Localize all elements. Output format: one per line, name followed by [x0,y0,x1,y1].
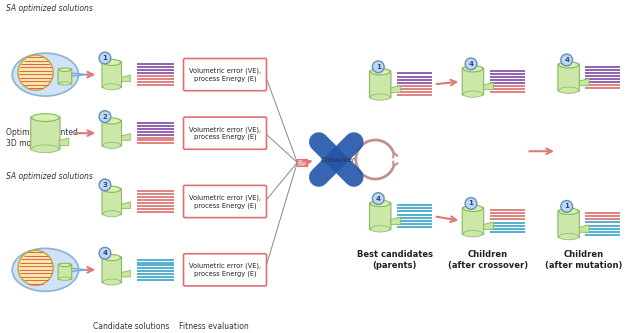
FancyBboxPatch shape [31,117,60,150]
FancyBboxPatch shape [558,64,579,91]
Ellipse shape [559,208,579,214]
Text: 1: 1 [376,64,380,70]
Circle shape [561,54,572,66]
Text: Volumetric error (VE),
process Energy (E): Volumetric error (VE), process Energy (E… [189,68,261,82]
Ellipse shape [103,142,120,149]
Ellipse shape [103,59,120,66]
Polygon shape [579,79,589,86]
Polygon shape [65,73,89,77]
Text: 4: 4 [103,250,108,256]
Text: Best candidates
(parents): Best candidates (parents) [357,250,433,270]
FancyBboxPatch shape [462,207,484,235]
FancyBboxPatch shape [370,71,391,98]
Ellipse shape [103,279,120,285]
Polygon shape [65,268,89,272]
Circle shape [99,111,111,123]
FancyBboxPatch shape [58,69,72,84]
Text: 3: 3 [103,182,108,188]
Text: Optimally oriented
3D model: Optimally oriented 3D model [6,128,78,148]
Text: Crossover: Crossover [321,157,356,163]
Ellipse shape [463,230,483,237]
Ellipse shape [12,248,78,291]
Text: 4: 4 [564,57,569,63]
Text: Fitness evaluation: Fitness evaluation [179,322,249,331]
Text: SA optimized solutions: SA optimized solutions [6,4,93,13]
Circle shape [99,247,111,259]
FancyBboxPatch shape [102,188,122,215]
Circle shape [99,179,111,191]
Ellipse shape [463,91,483,97]
Circle shape [561,200,572,212]
Text: 1: 1 [564,203,569,209]
Ellipse shape [32,145,59,153]
Text: Children
(after crossover): Children (after crossover) [448,250,528,270]
Circle shape [372,61,384,73]
FancyBboxPatch shape [102,61,122,88]
Circle shape [99,52,111,64]
FancyBboxPatch shape [184,254,266,286]
Text: 2: 2 [103,114,108,120]
Ellipse shape [103,186,120,192]
Ellipse shape [559,62,579,68]
FancyBboxPatch shape [58,264,72,280]
Polygon shape [391,217,401,224]
Polygon shape [59,138,69,146]
Text: Volumetric error (VE),
process Energy (E): Volumetric error (VE), process Energy (E… [189,126,261,140]
Polygon shape [579,225,589,232]
Ellipse shape [59,68,71,72]
Ellipse shape [59,263,71,267]
Polygon shape [122,75,130,82]
Ellipse shape [18,55,53,90]
Polygon shape [484,82,494,90]
Ellipse shape [103,84,120,90]
Ellipse shape [463,205,483,211]
Circle shape [465,197,477,209]
Polygon shape [391,85,401,93]
Ellipse shape [103,118,120,124]
Text: 4: 4 [468,61,473,67]
Ellipse shape [59,82,71,85]
Polygon shape [122,134,130,140]
Ellipse shape [559,233,579,240]
Text: Candidate solutions: Candidate solutions [93,322,170,331]
Circle shape [372,193,384,204]
Ellipse shape [370,69,390,75]
Text: 4: 4 [376,195,381,201]
FancyBboxPatch shape [102,257,122,283]
Text: Volumetric error (VE),
process Energy (E): Volumetric error (VE), process Energy (E… [189,194,261,208]
Ellipse shape [59,277,71,280]
FancyBboxPatch shape [462,68,484,95]
Ellipse shape [370,200,390,207]
FancyBboxPatch shape [102,120,122,147]
FancyBboxPatch shape [298,159,307,166]
FancyBboxPatch shape [184,59,266,91]
Ellipse shape [559,87,579,93]
Circle shape [465,58,477,70]
Text: SA optimized solutions: SA optimized solutions [6,172,93,181]
Ellipse shape [370,94,390,100]
Text: 1: 1 [103,55,108,61]
Ellipse shape [463,66,483,72]
FancyBboxPatch shape [558,210,579,238]
FancyBboxPatch shape [184,117,266,149]
Ellipse shape [12,53,78,96]
FancyBboxPatch shape [184,185,266,218]
Ellipse shape [32,114,59,122]
Ellipse shape [103,211,120,217]
Text: Children
(after mutation): Children (after mutation) [544,250,622,270]
Ellipse shape [18,250,53,285]
Text: Volumetric error (VE),
process Energy (E): Volumetric error (VE), process Energy (E… [189,263,261,277]
Ellipse shape [103,255,120,261]
Polygon shape [122,202,130,208]
FancyBboxPatch shape [370,202,391,230]
Polygon shape [484,222,494,229]
Polygon shape [122,270,130,277]
Text: 1: 1 [468,200,473,206]
Ellipse shape [370,226,390,232]
